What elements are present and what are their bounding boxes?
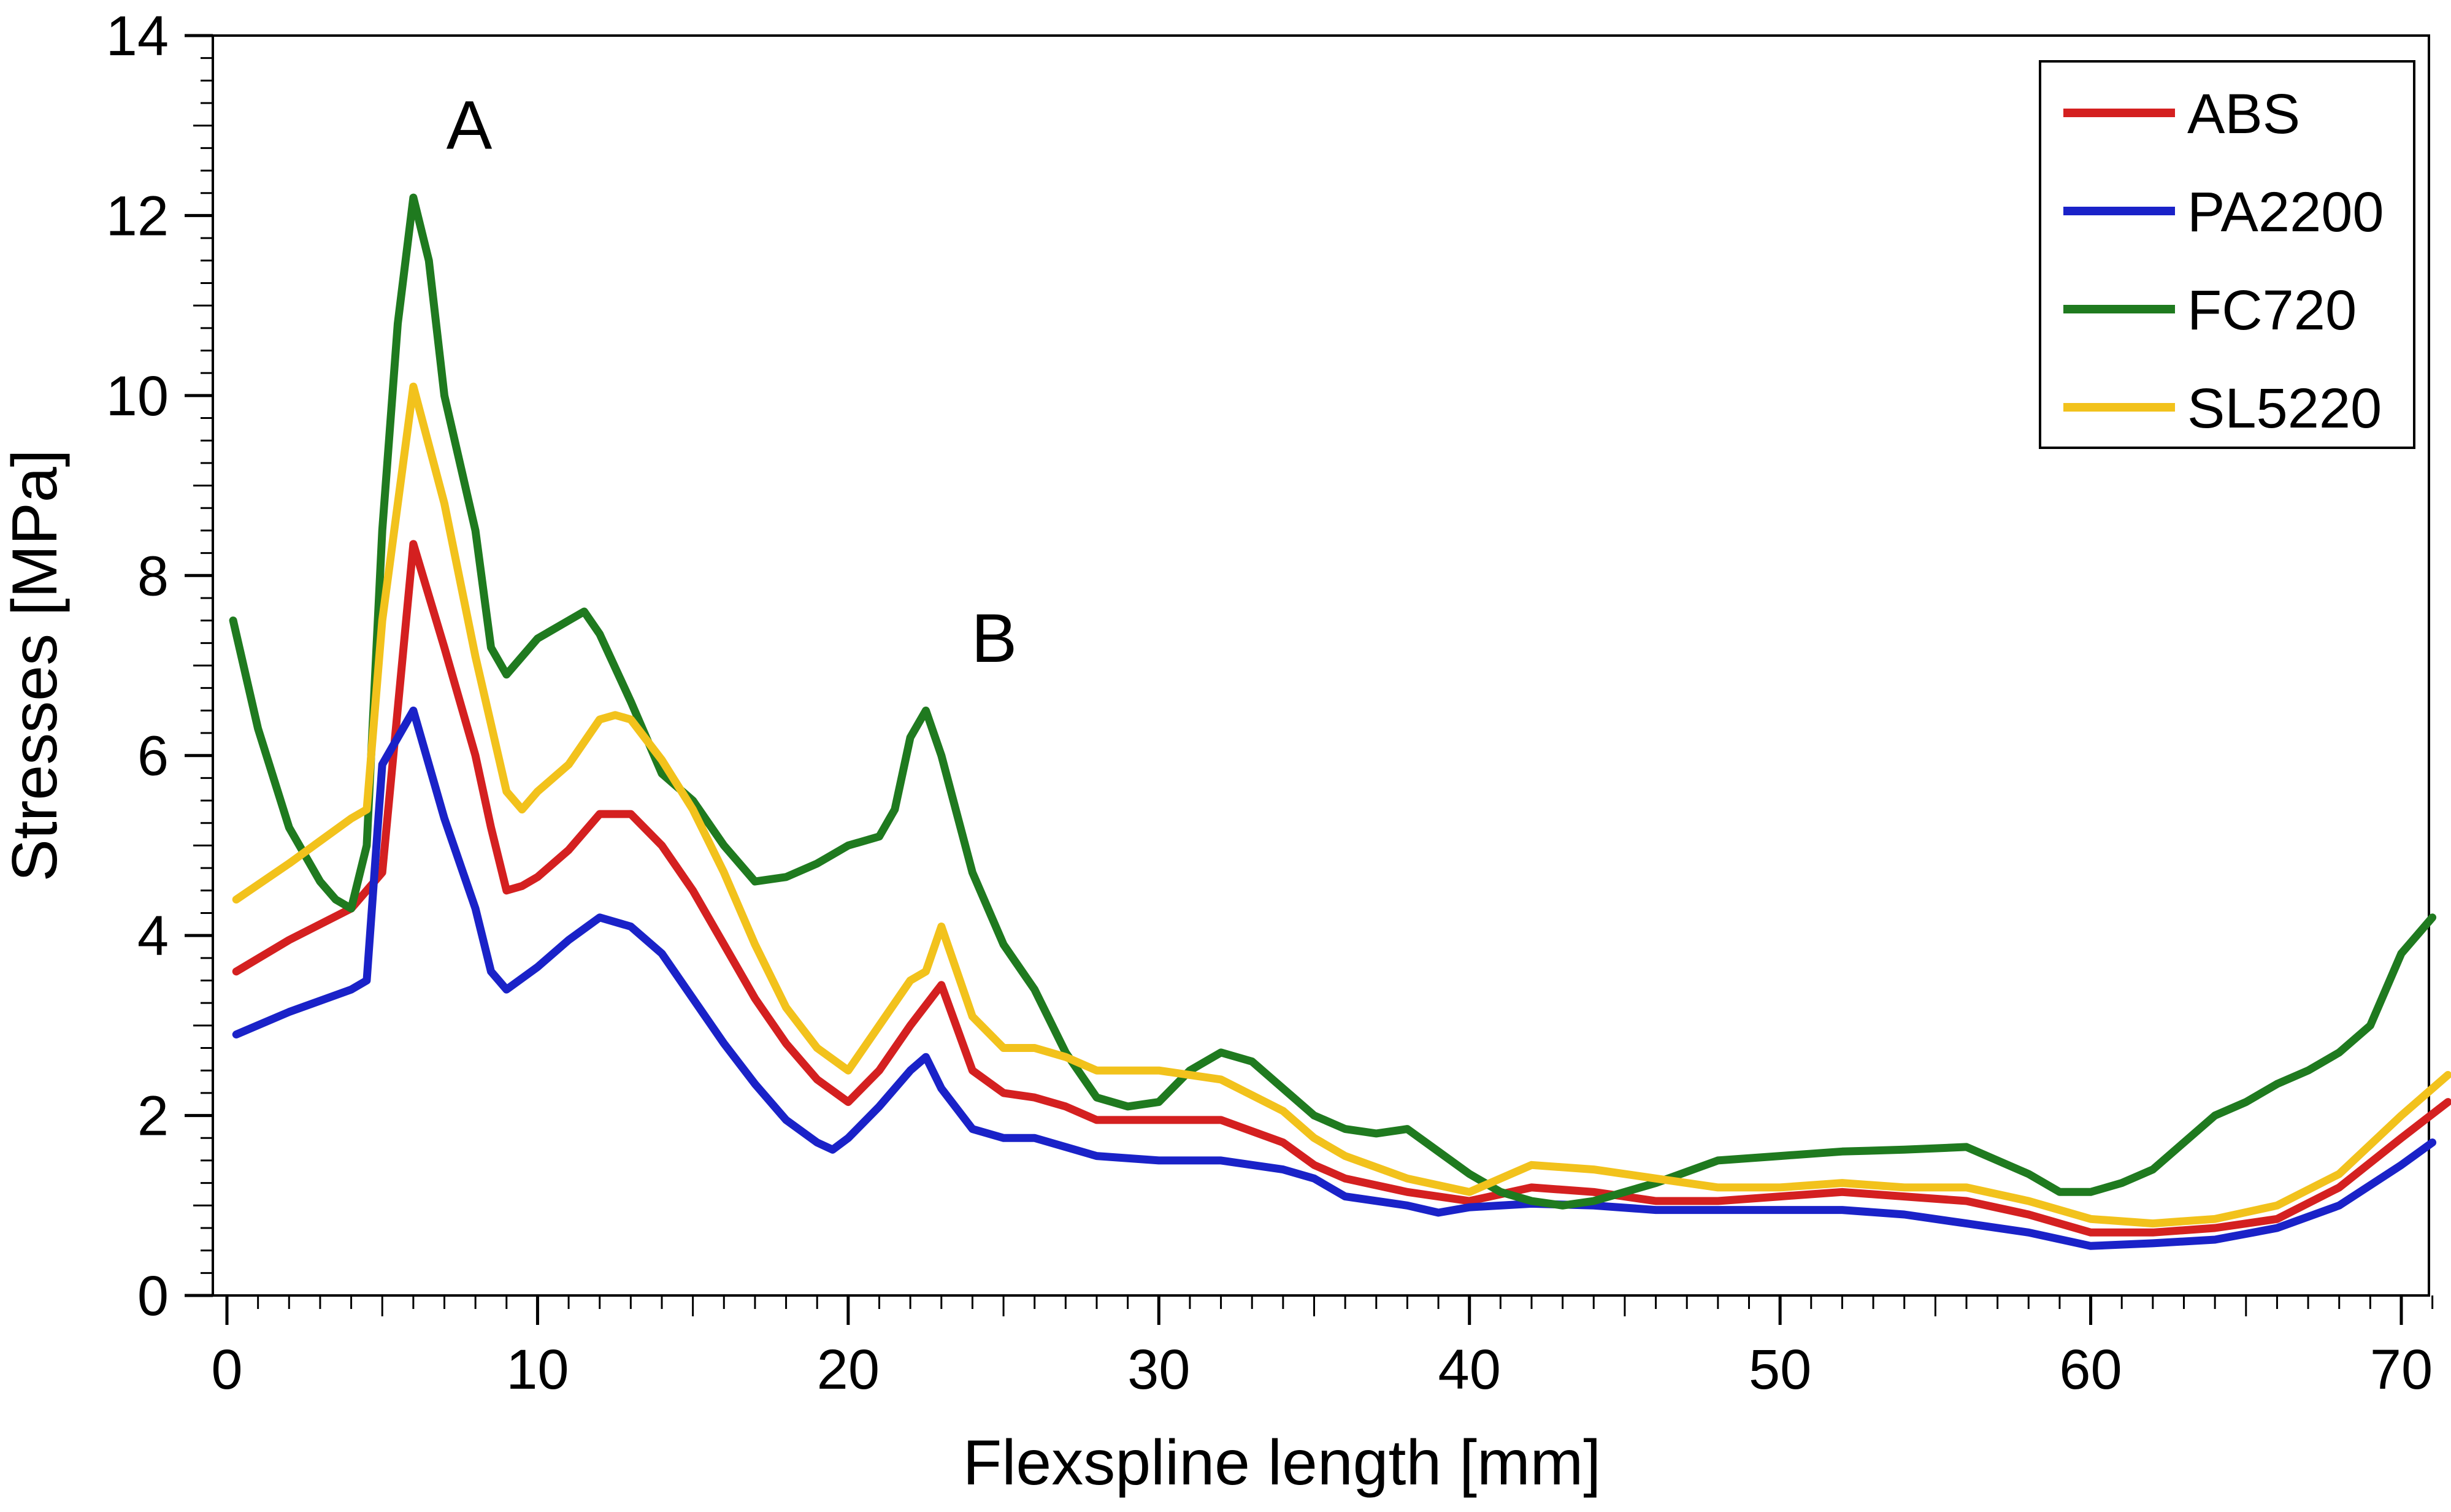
legend-box <box>2039 60 2415 449</box>
y-tick-label: 6 <box>137 725 169 788</box>
legend-label-abs: ABS <box>2187 83 2300 145</box>
series-line-sl5220 <box>232 382 2451 1228</box>
y-tick-label: 10 <box>106 365 169 428</box>
x-tick-label: 20 <box>817 1338 880 1401</box>
y-tick-label: 2 <box>137 1085 169 1148</box>
legend-label-sl5220: SL5220 <box>2187 377 2382 440</box>
x-tick-label: 60 <box>2059 1338 2122 1401</box>
y-tick-label: 14 <box>106 5 169 67</box>
y-tick-label: 12 <box>106 185 169 247</box>
x-tick-label: 0 <box>211 1338 242 1401</box>
y-tick-label: 4 <box>137 905 169 967</box>
annotation-a: A <box>447 87 493 164</box>
x-tick-label: 30 <box>1127 1338 1190 1401</box>
series-layer <box>229 193 2451 1250</box>
axes-layer: 0 10 20 30 40 50 60 70 0 2 4 6 8 10 12 14 <box>106 5 2434 1401</box>
series-line-abs <box>232 540 2451 1237</box>
legend: ABS PA2200 FC720 SL5220 <box>2039 60 2415 449</box>
x-tick-label: 10 <box>506 1338 569 1401</box>
series-line-fc720 <box>229 193 2437 1210</box>
legend-label-pa2200: PA2200 <box>2187 181 2384 244</box>
series-line-pa2200 <box>232 706 2437 1250</box>
x-tick-label: 70 <box>2370 1338 2433 1401</box>
legend-label-fc720: FC720 <box>2187 279 2357 342</box>
annotation-b: B <box>972 600 1018 677</box>
y-tick-label: 8 <box>137 545 169 607</box>
y-axis-title: Stresses [MPa] <box>0 449 71 881</box>
x-axis-title: Flexspline length [mm] <box>963 1427 1601 1499</box>
y-tick-label: 0 <box>137 1265 169 1327</box>
annotation-layer: AB <box>447 87 1018 677</box>
x-tick-label: 50 <box>1749 1338 1811 1401</box>
x-tick-label: 40 <box>1438 1338 1501 1401</box>
